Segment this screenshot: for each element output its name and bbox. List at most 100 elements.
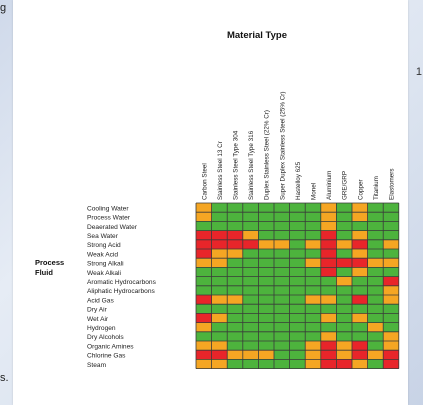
heatmap-cell — [320, 212, 337, 222]
heatmap-cell — [211, 359, 228, 369]
heatmap-cell — [211, 304, 228, 314]
heatmap-cell — [211, 258, 228, 268]
heatmap-cell — [383, 221, 399, 231]
heatmap-cell — [305, 276, 321, 286]
heatmap-cell — [274, 239, 290, 249]
heatmap-cell — [196, 322, 212, 332]
heatmap-cell — [196, 230, 212, 240]
column-label: Super Duplex Stainless Steel (25% Cr) — [279, 92, 286, 201]
heatmap-cell — [305, 350, 321, 360]
row-label: Strong Alkali — [87, 261, 124, 268]
heatmap-cell — [367, 203, 384, 213]
heatmap-cell — [289, 276, 306, 286]
heatmap-cell — [352, 249, 368, 259]
heatmap-cell — [336, 221, 352, 231]
heatmap-cell — [242, 203, 259, 213]
cropped-text-fragment: g — [0, 2, 7, 14]
heatmap-cell — [305, 239, 321, 249]
heatmap-cell — [352, 221, 368, 231]
heatmap-cell — [211, 341, 228, 351]
heatmap-cell — [383, 313, 399, 323]
heatmap-cell — [274, 267, 290, 277]
heatmap-cell — [211, 322, 228, 332]
row-group-label: Fluid — [35, 268, 53, 277]
heatmap-cell — [320, 276, 337, 286]
heatmap-cell — [274, 221, 290, 231]
heatmap-cell — [336, 304, 352, 314]
column-label: Aluminium — [326, 171, 333, 200]
row-label: Hydrogen — [87, 325, 116, 332]
heatmap-cell — [211, 249, 228, 259]
heatmap-cell — [258, 313, 274, 323]
heatmap-cell — [196, 313, 212, 323]
heatmap-cell — [258, 331, 274, 341]
heatmap-cell — [258, 295, 274, 305]
heatmap-cell — [242, 212, 259, 222]
heatmap-cell — [336, 341, 352, 351]
heatmap-cell — [352, 212, 368, 222]
heatmap-cell — [227, 285, 243, 295]
heatmap-cell — [383, 258, 399, 268]
heatmap-cell — [227, 221, 243, 231]
heatmap-cell — [336, 230, 352, 240]
heatmap-cell — [227, 341, 243, 351]
heatmap-cell — [305, 267, 321, 277]
heatmap-cell — [367, 331, 384, 341]
heatmap-cell — [383, 331, 399, 341]
heatmap-cell — [320, 203, 337, 213]
heatmap-cell — [352, 341, 368, 351]
heatmap-cell — [258, 341, 274, 351]
heatmap-cell — [383, 276, 399, 286]
heatmap-cell — [305, 359, 321, 369]
heatmap-cell — [320, 322, 337, 332]
column-label: Hastelloy 625 — [295, 161, 302, 200]
heatmap-cell — [211, 230, 228, 240]
row-label: Deaerated Water — [87, 224, 138, 231]
heatmap-cell — [258, 230, 274, 240]
heatmap-cell — [196, 267, 212, 277]
heatmap-cell — [289, 230, 306, 240]
heatmap-cell — [383, 341, 399, 351]
heatmap-cell — [336, 249, 352, 259]
column-label: Titanium — [373, 176, 380, 200]
heatmap-cell — [289, 285, 306, 295]
row-label: Weak Acid — [87, 251, 118, 258]
heatmap-cell — [289, 267, 306, 277]
column-label: Monel — [311, 183, 318, 200]
heatmap-cell — [367, 322, 384, 332]
heatmap-cell — [383, 295, 399, 305]
column-label: Elastomers — [389, 169, 396, 201]
heatmap-cell — [227, 350, 243, 360]
heatmap-cell — [352, 350, 368, 360]
heatmap-cell — [196, 359, 212, 369]
heatmap-cell — [320, 221, 337, 231]
heatmap-cell — [383, 350, 399, 360]
heatmap-cell — [227, 331, 243, 341]
heatmap-cell — [289, 322, 306, 332]
heatmap-cell — [211, 239, 228, 249]
heatmap-cell — [305, 313, 321, 323]
heatmap-cell — [227, 249, 243, 259]
heatmap-cell — [196, 203, 212, 213]
heatmap-cell — [352, 285, 368, 295]
heatmap-cell — [211, 285, 228, 295]
heatmap-cell — [211, 276, 228, 286]
heatmap-cell — [305, 249, 321, 259]
heatmap-cell — [320, 359, 337, 369]
heatmap-cell — [305, 304, 321, 314]
heatmap-cell — [336, 322, 352, 332]
heatmap-cell — [320, 295, 337, 305]
heatmap-cell — [320, 350, 337, 360]
heatmap-cell — [242, 341, 259, 351]
heatmap-cell — [352, 295, 368, 305]
heatmap-cell — [320, 304, 337, 314]
heatmap-cell — [352, 230, 368, 240]
heatmap-cell — [258, 304, 274, 314]
heatmap-cell — [320, 285, 337, 295]
heatmap-cell — [274, 249, 290, 259]
heatmap-cell — [227, 239, 243, 249]
heatmap-cell — [242, 350, 259, 360]
row-label: Organic Amines — [87, 343, 134, 350]
heatmap-cell — [227, 203, 243, 213]
heatmap-cell — [196, 239, 212, 249]
